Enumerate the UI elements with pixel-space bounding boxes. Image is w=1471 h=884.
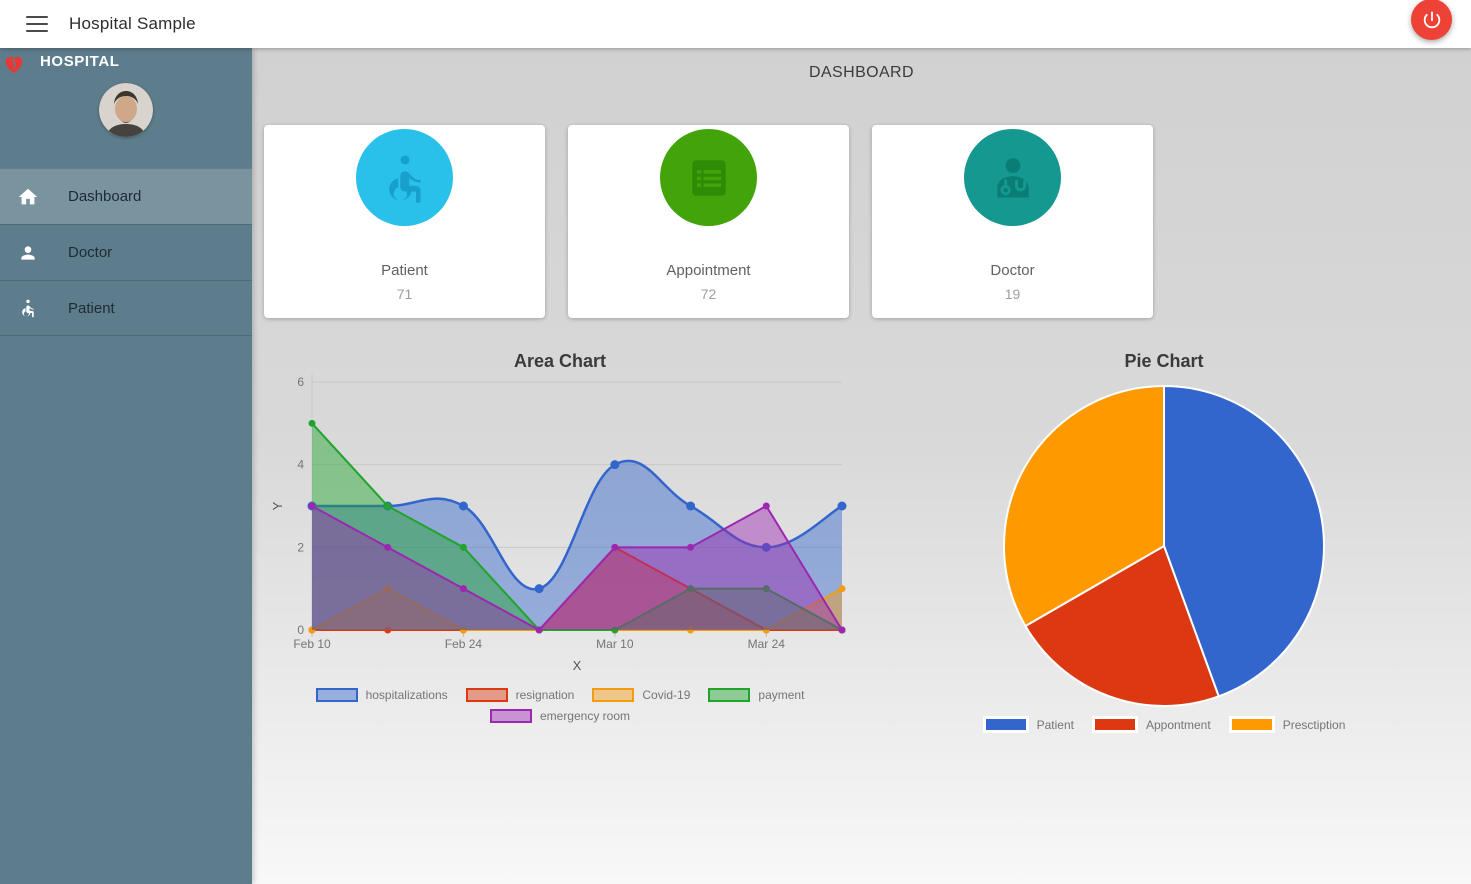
legend-item-appontment[interactable]: Appontment: [1091, 716, 1211, 733]
person-icon: [16, 243, 40, 263]
home-icon: [16, 186, 40, 208]
legend-label: resignation: [515, 688, 575, 702]
sidebar-item-patient[interactable]: Patient: [0, 280, 252, 336]
legend-label: hospitalizations: [365, 688, 448, 702]
doctor-icon: [987, 152, 1039, 204]
pie-slice-presctiption: [1003, 384, 1165, 628]
area-chart-legend: hospitalizations resignation Covid-19 payme…: [270, 688, 850, 723]
stat-label: Appointment: [666, 262, 751, 279]
sidebar-item-doctor[interactable]: Doctor: [0, 224, 252, 280]
page-title: DASHBOARD: [809, 64, 914, 81]
area-chart-block: Area Chart 0 2 4 6 Feb 10 Feb 24 Mar 10 Mar 24 Y…: [270, 345, 850, 723]
brand-row: HOSPITAL: [0, 48, 252, 78]
pie-chart-canvas[interactable]: [994, 374, 1334, 714]
stat-card-doctor: Doctor 19: [872, 125, 1153, 318]
svg-text:Mar 24: Mar 24: [748, 637, 786, 651]
legend-item-payment[interactable]: payment: [708, 688, 804, 702]
stat-label: Patient: [381, 262, 428, 279]
doctor-circle: [964, 129, 1061, 226]
legend-label: payment: [758, 688, 805, 702]
patient-circle: [356, 129, 453, 226]
svg-text:4: 4: [297, 458, 304, 472]
pie-chart-legend: Patient Appontment Presctiption: [982, 716, 1345, 733]
stat-value: 71: [396, 286, 413, 302]
pie-slice-appontment: [1024, 544, 1221, 707]
app-title: Hospital Sample: [69, 14, 196, 33]
svg-text:2: 2: [297, 540, 304, 554]
brand-title: HOSPITAL: [40, 53, 120, 70]
broken-heart-icon: [2, 52, 26, 81]
svg-text:0: 0: [297, 623, 304, 637]
x-axis-label: X: [573, 658, 582, 673]
legend-label: Patient: [1036, 717, 1074, 732]
stat-label: Doctor: [990, 262, 1035, 279]
legend-swatch: [1091, 716, 1138, 733]
sidebar-item-label: Patient: [68, 299, 115, 317]
pie-slice-patient: [1163, 384, 1325, 698]
legend-item-patient[interactable]: Patient: [982, 716, 1074, 733]
sidebar-item-dashboard[interactable]: Dashboard: [0, 168, 252, 224]
legend-label: Presctiption: [1282, 717, 1346, 732]
sidebar-item-label: Dashboard: [68, 188, 142, 205]
hamburger-icon[interactable]: [26, 16, 48, 32]
wheelchair-icon: [16, 298, 40, 318]
legend-item-resignation[interactable]: resignation: [465, 688, 575, 702]
legend-label: emergency room: [539, 709, 631, 723]
pie-chart-block: Pie Chart Patient Appontment Presctiption: [982, 345, 1345, 733]
legend-swatch: [982, 716, 1029, 733]
legend-swatch: [489, 709, 532, 723]
stat-card-appointment: Appointment 72: [568, 125, 849, 318]
legend-swatch: [1228, 716, 1275, 733]
legend-item-presctiption[interactable]: Presctiption: [1228, 716, 1346, 733]
sidebar: HOSPITAL Dashboard: [0, 48, 252, 884]
legend-label: Appontment: [1145, 717, 1211, 732]
pie-chart-title: Pie Chart: [1124, 351, 1204, 371]
legend-item-hospitalizations[interactable]: hospitalizations: [315, 688, 448, 702]
area-chart-title: Area Chart: [513, 351, 607, 371]
sidebar-item-label: Doctor: [68, 244, 113, 261]
stat-card-patient: Patient 71: [264, 125, 545, 318]
sidebar-menu: Dashboard Doctor Patient: [0, 168, 252, 336]
appointment-list-icon: [684, 153, 734, 203]
legend-swatch: [315, 688, 358, 702]
legend-item-emergency-room[interactable]: emergency room: [489, 709, 631, 723]
power-button[interactable]: [1411, 0, 1452, 40]
legend-swatch: [708, 688, 751, 702]
wheelchair-icon: [378, 151, 432, 205]
svg-text:6: 6: [297, 375, 304, 389]
y-axis-label: Y: [270, 501, 285, 510]
legend-swatch: [592, 688, 635, 702]
stat-cards-row: Patient 71 Appointment 72: [264, 125, 1153, 318]
topbar: Hospital Sample: [0, 0, 1471, 48]
legend-item-Covid-19[interactable]: Covid-19: [592, 688, 690, 702]
svg-text:Feb 10: Feb 10: [293, 637, 331, 651]
svg-text:Feb 24: Feb 24: [445, 637, 483, 651]
power-icon: [1421, 9, 1443, 31]
stat-value: 19: [1004, 286, 1021, 302]
area-chart-canvas[interactable]: 0 2 4 6 Feb 10 Feb 24 Mar 10 Mar 24 Y X: [270, 374, 850, 674]
area-series-emergency-room: [308, 502, 846, 634]
legend-label: Covid-19: [642, 688, 691, 702]
avatar: [99, 83, 153, 137]
main-content: DASHBOARD Patient 71: [252, 48, 1471, 884]
legend-swatch: [465, 688, 508, 702]
svg-text:Mar 10: Mar 10: [596, 637, 634, 651]
appointment-circle: [660, 129, 757, 226]
stat-value: 72: [700, 286, 717, 302]
